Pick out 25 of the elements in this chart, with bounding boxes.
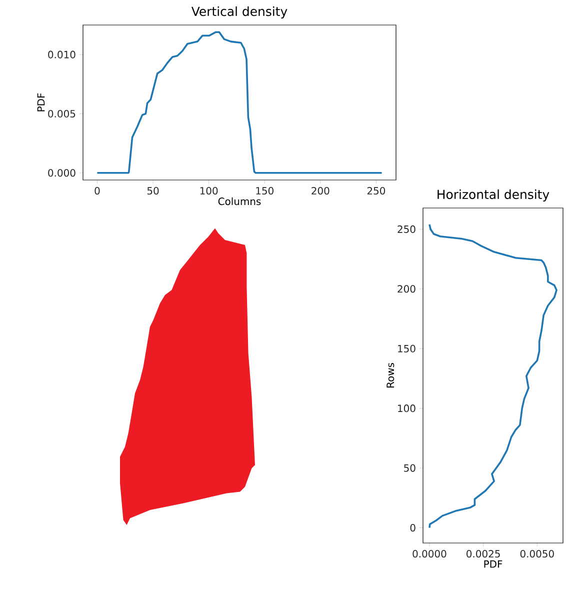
x-tick-label: 250 bbox=[367, 187, 386, 195]
y-tick-label: 200 bbox=[398, 285, 416, 293]
chart-title: Horizontal density bbox=[438, 189, 550, 202]
x-tick-label: 150 bbox=[256, 187, 274, 195]
y-tick-label: 0.010 bbox=[48, 50, 76, 58]
y-axis-title: Rows bbox=[386, 363, 394, 388]
y-tick-label: 100 bbox=[398, 404, 416, 412]
x-axis-title: Columns bbox=[218, 197, 261, 206]
x-tick-label: 100 bbox=[200, 187, 218, 195]
line-series bbox=[428, 224, 558, 529]
chart-title: Vertical density bbox=[191, 6, 288, 18]
y-tick-label: 50 bbox=[404, 464, 416, 472]
y-tick-label: 250 bbox=[398, 225, 416, 233]
x-tick-label: 50 bbox=[147, 187, 159, 195]
x-tick-label: 0.0000 bbox=[412, 550, 446, 558]
x-tick-label: 200 bbox=[312, 187, 330, 195]
x-tick-label: 0.0025 bbox=[466, 550, 500, 558]
y-tick-label: 0.005 bbox=[48, 110, 76, 118]
x-tick-label: 0.0050 bbox=[520, 550, 554, 558]
x-axis-title: PDF bbox=[484, 560, 502, 568]
y-tick-label: 0 bbox=[410, 524, 416, 532]
y-tick-label: 150 bbox=[398, 344, 416, 352]
y-axis-title: PDF bbox=[37, 93, 45, 112]
y-tick-label: 0.000 bbox=[48, 169, 76, 177]
x-tick-label: 0 bbox=[94, 187, 100, 195]
